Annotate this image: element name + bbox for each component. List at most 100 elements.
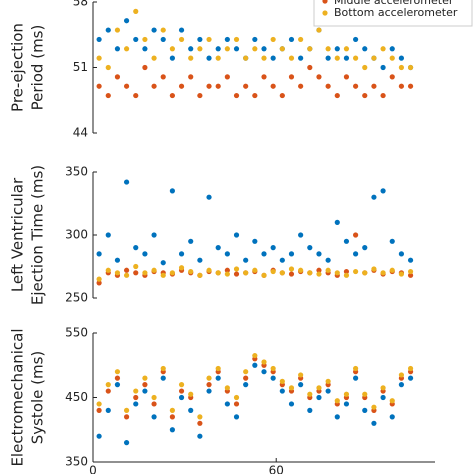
point xyxy=(334,92,340,99)
point xyxy=(123,46,130,52)
point xyxy=(380,92,386,99)
point xyxy=(123,179,130,185)
point xyxy=(188,238,194,244)
point xyxy=(178,83,185,89)
point xyxy=(316,27,322,33)
point xyxy=(151,232,157,238)
point xyxy=(252,352,258,359)
point xyxy=(197,414,203,420)
point xyxy=(325,46,331,52)
point xyxy=(151,83,157,89)
y-axis-label: Electromechanical xyxy=(9,328,27,466)
point xyxy=(133,270,139,276)
point xyxy=(288,36,295,43)
point xyxy=(307,407,313,413)
point xyxy=(206,55,212,61)
point xyxy=(123,407,130,413)
point xyxy=(279,270,285,276)
point xyxy=(206,267,212,273)
point xyxy=(298,36,304,43)
point xyxy=(215,55,221,61)
point xyxy=(270,83,276,89)
point xyxy=(169,407,175,413)
point xyxy=(215,270,221,276)
point xyxy=(188,268,194,275)
point xyxy=(133,388,139,394)
point xyxy=(206,194,212,200)
point xyxy=(371,83,377,89)
point xyxy=(188,46,194,52)
point xyxy=(252,92,258,99)
point xyxy=(298,55,304,61)
point xyxy=(353,268,359,275)
point xyxy=(142,388,148,394)
point xyxy=(243,257,249,263)
point xyxy=(105,388,111,394)
point xyxy=(343,401,350,407)
point xyxy=(279,257,285,263)
point xyxy=(197,46,203,52)
point xyxy=(224,385,230,391)
y-tick-label: 58 xyxy=(73,0,88,9)
point xyxy=(197,433,203,439)
point xyxy=(343,391,350,397)
point xyxy=(233,266,240,272)
point xyxy=(334,46,340,52)
y-tick-label: 350 xyxy=(65,455,88,469)
point xyxy=(261,359,267,365)
point xyxy=(334,398,340,404)
point xyxy=(188,74,194,80)
point xyxy=(389,238,395,244)
point xyxy=(243,375,249,381)
point xyxy=(197,92,203,99)
y-tick-label: 44 xyxy=(73,126,88,140)
point xyxy=(279,378,285,384)
point xyxy=(96,251,102,257)
point xyxy=(252,238,258,244)
point xyxy=(224,271,230,277)
point xyxy=(316,271,322,277)
point xyxy=(243,83,249,89)
point xyxy=(380,188,386,194)
point xyxy=(270,55,276,61)
point xyxy=(105,407,111,413)
point xyxy=(298,372,304,378)
point xyxy=(233,92,240,99)
point xyxy=(160,260,166,266)
point xyxy=(353,83,359,89)
point xyxy=(407,272,414,278)
point xyxy=(362,391,368,397)
y-tick-label: 300 xyxy=(65,228,88,242)
point xyxy=(380,46,386,52)
legend-marker xyxy=(322,10,328,16)
legend-label: Middle accelerometer xyxy=(334,0,454,7)
point xyxy=(288,271,295,277)
point xyxy=(188,391,194,397)
point xyxy=(380,394,386,401)
point xyxy=(307,270,313,276)
point xyxy=(371,55,377,61)
point xyxy=(114,46,121,52)
point xyxy=(105,267,111,273)
y-tick-label: 550 xyxy=(65,326,88,340)
point xyxy=(353,36,359,43)
point xyxy=(151,55,157,61)
y-tick-label: 350 xyxy=(65,165,88,179)
series xyxy=(96,362,414,446)
point xyxy=(105,382,111,388)
point xyxy=(96,280,102,286)
point xyxy=(407,257,414,263)
point xyxy=(96,433,102,439)
y-tick-label: 450 xyxy=(65,390,88,404)
point xyxy=(178,265,185,271)
point xyxy=(123,440,130,446)
point xyxy=(261,74,267,80)
point xyxy=(325,388,331,394)
y-tick-label: 51 xyxy=(73,60,88,74)
point xyxy=(206,36,212,43)
point xyxy=(407,365,414,372)
point xyxy=(252,36,258,43)
point xyxy=(316,394,322,401)
point xyxy=(96,401,102,407)
